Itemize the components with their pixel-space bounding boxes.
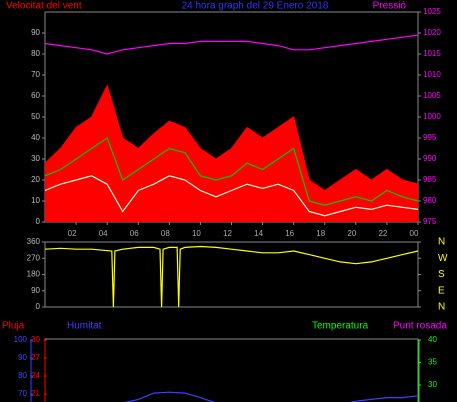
y-tick-label: 270 [27, 253, 41, 262]
y-tick-label: 20 [31, 175, 40, 184]
axis-tick-label: 70 [18, 389, 27, 398]
series-line [45, 245, 418, 307]
axis-tick-label: 80 [18, 371, 27, 380]
rain-label: Pluja [2, 321, 25, 332]
y2-tick-label: S [438, 269, 445, 280]
axis-tick-label: 40 [428, 335, 437, 344]
y2-tick-label: 1025 [423, 7, 441, 16]
y2-tick-label: 1015 [423, 49, 441, 58]
temperature-label: Temperatura [312, 321, 369, 332]
y-tick-label: 180 [27, 270, 41, 279]
y2-tick-label: N [438, 237, 445, 248]
y2-tick-label: E [438, 285, 445, 296]
axis-tick-label: 100 [14, 335, 28, 344]
y-tick-label: 90 [31, 28, 40, 37]
axis-tick-label: 27 [31, 353, 40, 362]
x-tick-label: 04 [99, 229, 108, 238]
y2-tick-label: N [438, 302, 445, 313]
pressure-label: Pressió [373, 1, 407, 12]
y2-tick-label: 975 [423, 217, 437, 226]
y-tick-label: 30 [31, 154, 40, 163]
direction-frame [44, 241, 419, 308]
y-tick-label: 60 [31, 91, 40, 100]
y-tick-label: 0 [36, 302, 41, 311]
y-tick-label: 10 [31, 196, 40, 205]
y2-tick-label: 1010 [423, 70, 441, 79]
axis-tick-label: 21 [31, 389, 40, 398]
y2-tick-label: 1005 [423, 91, 441, 100]
y2-tick-label: W [438, 253, 448, 264]
y2-tick-label: 995 [423, 133, 437, 142]
x-tick-label: 18 [316, 229, 325, 238]
x-tick-label: 10 [192, 229, 201, 238]
dewpoint-label: Punt rosada [393, 321, 447, 332]
x-tick-label: 14 [254, 229, 263, 238]
y2-tick-label: 985 [423, 175, 437, 184]
y2-tick-label: 980 [423, 196, 437, 205]
y2-tick-label: 990 [423, 154, 437, 163]
humidity-label: Humitat [67, 321, 102, 332]
axis-tick-label: 30 [428, 380, 437, 389]
x-tick-label: 12 [223, 229, 232, 238]
y-tick-label: 80 [31, 49, 40, 58]
x-tick-label: 06 [130, 229, 139, 238]
series-line [45, 137, 418, 206]
y-tick-label: 70 [31, 70, 40, 79]
series-line [45, 175, 418, 217]
climate-frame [44, 338, 419, 402]
y-tick-label: 40 [31, 133, 40, 142]
y-tick-label: 90 [31, 286, 40, 295]
x-tick-label: 00 [410, 229, 419, 238]
series-line [45, 34, 418, 55]
axis-tick-label: 24 [31, 371, 40, 380]
x-tick-label: 02 [68, 229, 77, 238]
y2-tick-label: 1020 [423, 28, 441, 37]
y-tick-label: 50 [31, 112, 40, 121]
y-tick-label: 0 [36, 217, 41, 226]
wind-title: Velocitat del vent [6, 1, 82, 12]
axis-tick-label: 35 [428, 358, 437, 367]
y2-tick-label: 1000 [423, 112, 441, 121]
x-tick-label: 08 [161, 229, 170, 238]
series-area [45, 84, 418, 222]
axis-tick-label: 90 [18, 353, 27, 362]
x-tick-label: 20 [347, 229, 356, 238]
series-line [124, 391, 418, 402]
x-tick-label: 22 [378, 229, 387, 238]
x-tick-label: 16 [285, 229, 294, 238]
y-tick-label: 360 [27, 237, 41, 246]
axis-tick-label: 30 [31, 335, 40, 344]
graph-subtitle: 24 hora graph del 29 Enero 2018 [182, 1, 329, 12]
